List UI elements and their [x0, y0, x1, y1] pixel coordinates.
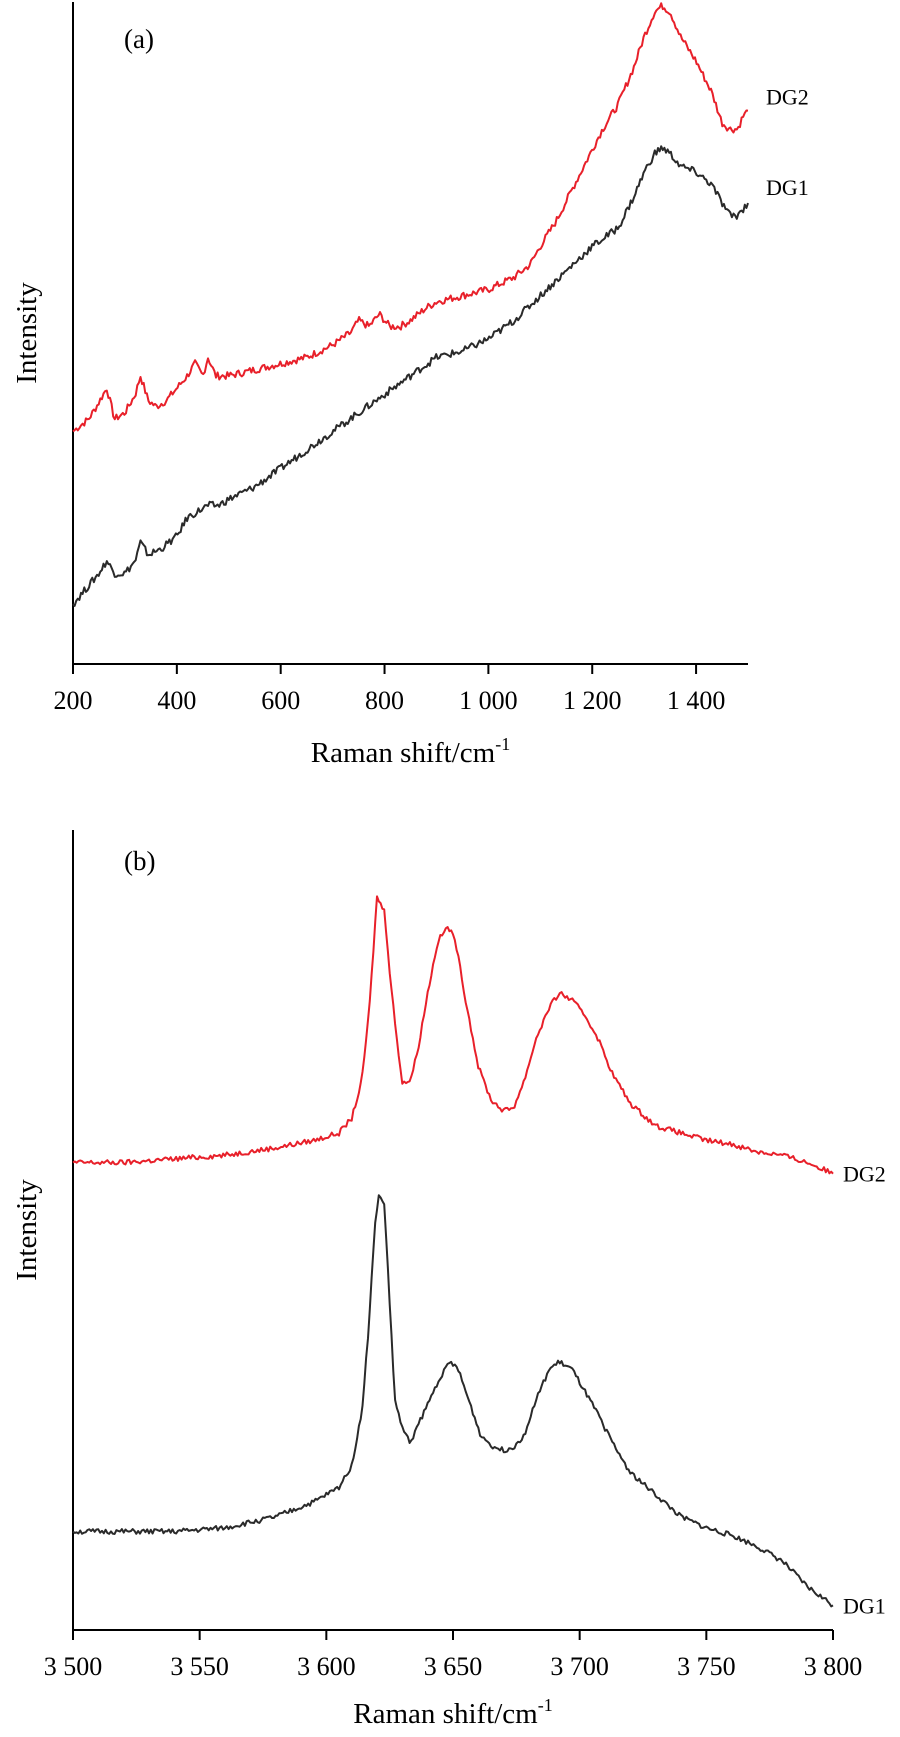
- chart-panel-b: 3 500 3 550 3 600 3 650 3 700 3 750 3 800 Raman…: [11, 830, 886, 1730]
- x-tick-label: 800: [365, 686, 404, 715]
- x-tick-label: 3 650: [424, 1652, 483, 1681]
- x-tick-label: 1 200: [563, 686, 622, 715]
- x-tick-label: 600: [261, 686, 300, 715]
- series-label-dg2: DG2: [766, 85, 809, 110]
- series-label-dg1: DG1: [843, 1593, 886, 1618]
- series-line-dg1: [72, 145, 749, 607]
- x-axis-title: Raman shift/cm-1: [353, 1695, 552, 1730]
- y-axis-title: Intensity: [11, 282, 43, 384]
- x-tick-label: 200: [54, 686, 93, 715]
- series-line-dg2: [72, 2, 749, 433]
- series-label-dg2: DG2: [843, 1162, 886, 1187]
- x-tick-label: 3 800: [804, 1652, 863, 1681]
- series-label-dg1: DG1: [766, 175, 809, 200]
- panel-label: (b): [124, 846, 155, 876]
- x-axis-title: Raman shift/cm-1: [311, 734, 510, 769]
- x-tick-label: 400: [157, 686, 196, 715]
- x-tick-label: 3 600: [297, 1652, 356, 1681]
- x-tick-label: 1 400: [667, 686, 726, 715]
- x-tick-label: 3 700: [550, 1652, 609, 1681]
- x-tick-label: 1 000: [459, 686, 518, 715]
- panel-label: (a): [124, 24, 154, 54]
- series-line-dg2: [72, 895, 834, 1175]
- x-tick-label: 3 500: [44, 1652, 103, 1681]
- x-tick-label: 3 550: [170, 1652, 229, 1681]
- x-tick-label: 3 750: [677, 1652, 736, 1681]
- series-line-dg1: [72, 1194, 834, 1608]
- chart-panel-a: 200 400 600 800 1 000 1 200 1 400 Raman shift/c…: [11, 2, 809, 769]
- y-axis-title: Intensity: [11, 1179, 43, 1281]
